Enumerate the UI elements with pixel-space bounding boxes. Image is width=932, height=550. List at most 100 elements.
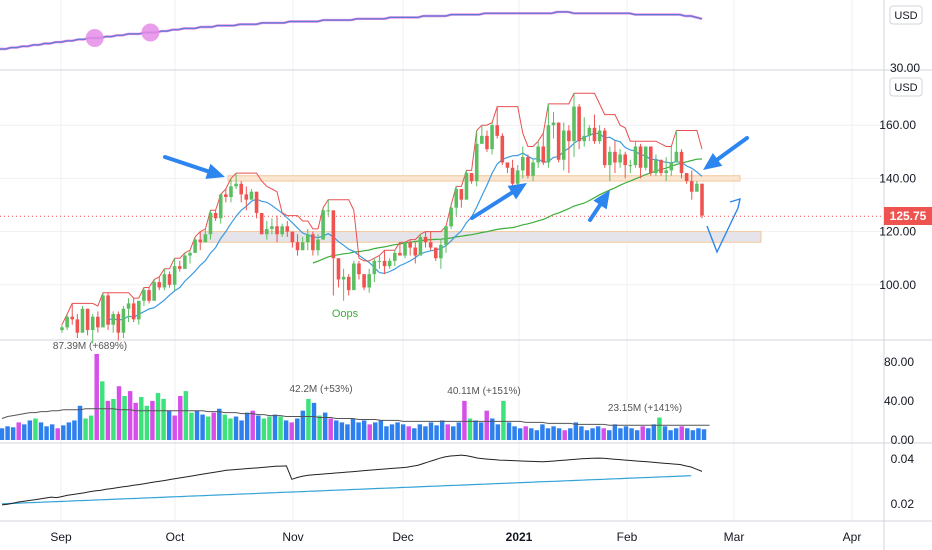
price-tick-label: 140.00 (879, 171, 916, 185)
candle-body (234, 183, 238, 187)
volume-bar (584, 430, 590, 440)
volume-bar (295, 418, 300, 440)
volume-bar (478, 422, 484, 440)
arrow-shaft (588, 202, 603, 222)
candle (582, 117, 587, 147)
candle (177, 260, 182, 272)
candle (664, 157, 668, 182)
candle (239, 181, 243, 203)
volume-bar (690, 430, 696, 440)
volume-bar (88, 415, 94, 440)
candle-body (526, 157, 530, 176)
candle (152, 279, 156, 301)
price-axis: 100.00 120.00 140.00 160.00 (879, 118, 916, 292)
candle (85, 308, 90, 336)
candle (362, 274, 366, 291)
volume-bar (685, 428, 690, 440)
rs-line (0, 11, 703, 50)
candle-body (357, 263, 361, 275)
candle-body (198, 239, 203, 243)
volume-bar (551, 426, 556, 440)
volume-bar (306, 398, 311, 440)
candle (480, 125, 484, 144)
relative-strength-pane (0, 10, 703, 51)
candle-body (90, 316, 95, 331)
candle-body (490, 125, 494, 150)
candle (623, 151, 627, 179)
candle (183, 252, 187, 269)
rs-highlight-marker (85, 29, 104, 47)
candle (70, 303, 75, 325)
volume-bar (529, 428, 534, 440)
candle (577, 103, 581, 150)
candle-body (582, 135, 587, 142)
rs-axis-label: 30.00 (890, 61, 920, 75)
candle-body (336, 258, 341, 280)
volume-bar (495, 424, 501, 440)
candle (352, 260, 356, 291)
candle-body (546, 125, 551, 163)
candle-body (700, 183, 704, 216)
price-currency-label: USD (894, 82, 917, 94)
candle (439, 239, 443, 269)
candle-body (352, 263, 356, 291)
candle-body (367, 274, 371, 288)
candle-body (515, 170, 520, 184)
volume-bar (100, 381, 105, 440)
volume-bar (72, 420, 77, 440)
price-tick-label: 100.00 (879, 278, 916, 292)
volume-bar (439, 420, 445, 440)
candle-body (142, 290, 146, 301)
candle (280, 223, 284, 237)
volume-bar (55, 428, 60, 440)
volume-bar (646, 428, 651, 440)
candle-body (208, 212, 213, 235)
candle-body (428, 242, 433, 248)
candle-body (433, 247, 438, 259)
candle-body (203, 234, 208, 243)
candle (249, 189, 254, 200)
candle (393, 250, 397, 267)
candle (60, 324, 64, 333)
candle-body (346, 276, 351, 291)
volume-bar (573, 422, 579, 440)
price-pane-currency-badge[interactable]: USD (889, 77, 923, 97)
volume-bar (339, 422, 345, 440)
volume-bar (467, 418, 473, 440)
candle-body (152, 282, 156, 301)
volume-bar (261, 418, 267, 440)
candle-body (157, 282, 162, 288)
volume-bar (66, 422, 72, 440)
volume-bar (384, 426, 389, 440)
volume-bar (211, 412, 216, 440)
volume-bar (189, 412, 194, 440)
candle (633, 141, 638, 168)
candle-body (567, 130, 571, 142)
candle (654, 154, 658, 176)
volume-annotation-1: 87.39M (+689%) (53, 341, 127, 352)
candle-body (464, 173, 469, 200)
volume-bar (233, 416, 239, 440)
candle (357, 260, 361, 280)
candle-body (592, 127, 597, 142)
last-price-label: 125.75 (890, 209, 927, 223)
candle-body (623, 154, 627, 166)
candle (300, 236, 305, 251)
candle-body (65, 316, 69, 328)
volume-bar (33, 418, 38, 440)
indicator-tick-label: 0.02 (891, 497, 915, 511)
volume-bar (395, 422, 400, 440)
candle-body (577, 106, 581, 142)
candle-body (106, 295, 110, 325)
rs-pane-currency-badge[interactable]: USD (889, 5, 923, 25)
volume-bar (506, 422, 512, 440)
volume-bar (462, 400, 467, 440)
candle-body (80, 308, 85, 333)
candle (367, 268, 371, 293)
slow-moving-average-line (312, 158, 703, 264)
volume-bar (22, 424, 27, 440)
volume-bar (595, 426, 601, 440)
candle (592, 114, 597, 144)
volume-bar (244, 412, 250, 440)
